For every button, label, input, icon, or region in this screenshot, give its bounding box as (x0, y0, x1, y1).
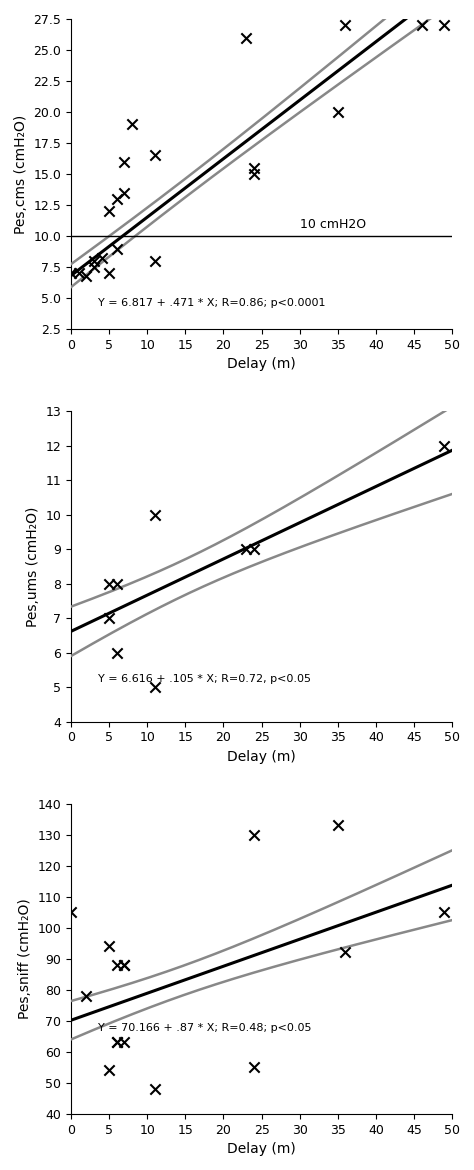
Point (151, 252, 159, 270)
Point (105, 264, 113, 283)
Point (67, 903, 75, 922)
Point (75, 264, 82, 283)
Point (151, 1080, 159, 1099)
Point (67, 264, 75, 283)
Text: Y = 70.166 + .87 * X; R=0.48; p<0.05: Y = 70.166 + .87 * X; R=0.48; p<0.05 (98, 1023, 311, 1033)
Y-axis label: Pes,ums (cmH₂O): Pes,ums (cmH₂O) (26, 507, 40, 627)
Text: Y = 6.616 + .105 * X; R=0.72, p<0.05: Y = 6.616 + .105 * X; R=0.72, p<0.05 (98, 674, 311, 683)
Point (82, 267, 90, 285)
Point (90, 252, 98, 270)
Point (334, 103, 342, 122)
Y-axis label: Pes,cms (cmH₂O): Pes,cms (cmH₂O) (14, 115, 28, 234)
Point (105, 1061, 113, 1080)
X-axis label: Delay (m): Delay (m) (227, 1142, 296, 1156)
Text: 10 cmH2O: 10 cmH2O (300, 218, 366, 232)
Y-axis label: Pes,sniff (cmH₂O): Pes,sniff (cmH₂O) (18, 899, 32, 1019)
Point (151, 505, 159, 524)
Point (243, 539, 250, 558)
Point (151, 146, 159, 165)
Point (250, 1058, 258, 1076)
Point (82, 986, 90, 1005)
X-axis label: Delay (m): Delay (m) (227, 358, 296, 372)
Point (105, 937, 113, 956)
Point (418, 15, 426, 34)
Point (342, 15, 349, 34)
Point (441, 903, 448, 922)
Point (120, 956, 128, 975)
Point (98, 249, 105, 268)
Point (250, 539, 258, 558)
Point (113, 190, 120, 208)
Point (120, 1033, 128, 1052)
Point (250, 158, 258, 177)
Text: Y = 6.817 + .471 * X; R=0.86; p<0.0001: Y = 6.817 + .471 * X; R=0.86; p<0.0001 (98, 298, 325, 308)
Point (128, 115, 136, 133)
Point (243, 28, 250, 47)
Point (250, 825, 258, 844)
Point (113, 1033, 120, 1052)
Point (113, 1033, 120, 1052)
Point (113, 644, 120, 662)
Point (441, 15, 448, 34)
X-axis label: Delay (m): Delay (m) (227, 750, 296, 764)
Point (90, 257, 98, 276)
Point (105, 202, 113, 221)
Point (334, 815, 342, 834)
Point (113, 574, 120, 593)
Point (120, 956, 128, 975)
Point (342, 943, 349, 962)
Point (250, 165, 258, 184)
Point (120, 152, 128, 171)
Point (105, 574, 113, 593)
Point (441, 436, 448, 455)
Point (151, 677, 159, 696)
Point (113, 239, 120, 257)
Point (120, 184, 128, 202)
Point (113, 956, 120, 975)
Point (105, 608, 113, 627)
